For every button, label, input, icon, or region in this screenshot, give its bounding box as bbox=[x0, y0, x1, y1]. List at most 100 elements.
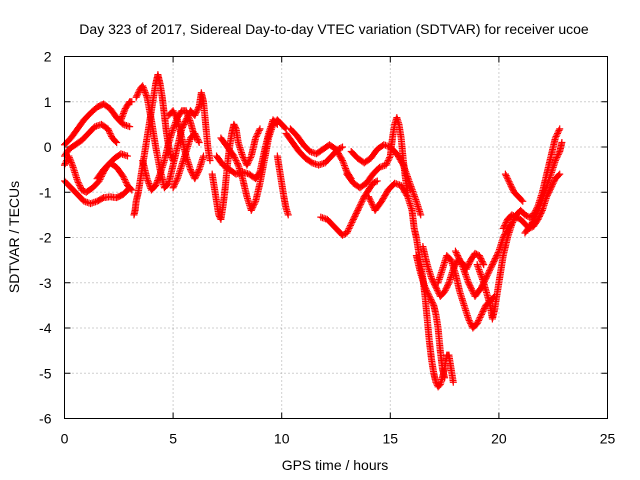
data-point bbox=[442, 285, 450, 293]
data-point bbox=[194, 105, 202, 113]
data-point bbox=[206, 157, 214, 165]
data-point bbox=[466, 282, 474, 290]
data-point bbox=[531, 212, 539, 220]
data-point bbox=[254, 129, 262, 137]
data-point bbox=[344, 226, 352, 234]
data-point bbox=[489, 259, 497, 267]
data-point bbox=[253, 131, 261, 139]
data-point bbox=[122, 178, 130, 186]
data-point bbox=[554, 128, 562, 136]
data-point bbox=[478, 256, 486, 264]
data-point bbox=[528, 218, 536, 226]
data-point bbox=[454, 253, 462, 261]
data-point bbox=[487, 264, 495, 272]
data-point bbox=[194, 167, 202, 175]
data-point bbox=[549, 179, 557, 187]
data-point bbox=[185, 113, 193, 121]
data-point bbox=[155, 172, 163, 180]
data-point bbox=[74, 177, 82, 185]
data-point bbox=[532, 211, 540, 219]
data-point bbox=[530, 215, 538, 223]
data-point bbox=[355, 203, 363, 211]
data-point bbox=[66, 155, 74, 163]
data-point bbox=[428, 298, 436, 306]
data-point bbox=[365, 193, 373, 201]
data-point bbox=[247, 206, 255, 214]
data-point bbox=[426, 294, 434, 302]
data-point bbox=[192, 131, 200, 139]
data-point bbox=[141, 87, 149, 95]
data-point bbox=[443, 282, 451, 290]
data-point bbox=[192, 132, 200, 140]
data-point bbox=[434, 288, 442, 296]
data-point bbox=[121, 175, 129, 183]
data-point bbox=[488, 261, 496, 269]
data-point bbox=[128, 186, 136, 194]
data-point bbox=[182, 107, 190, 115]
data-point bbox=[444, 280, 452, 288]
data-point bbox=[249, 202, 257, 210]
data-point bbox=[183, 110, 191, 118]
data-point bbox=[494, 249, 502, 257]
data-point bbox=[337, 144, 345, 152]
data-point bbox=[284, 211, 292, 219]
data-point bbox=[529, 217, 537, 225]
data-point bbox=[107, 131, 115, 139]
data-point bbox=[493, 250, 501, 258]
data-point bbox=[343, 229, 351, 237]
data-point bbox=[550, 178, 558, 186]
data-point bbox=[485, 268, 493, 276]
data-point bbox=[430, 280, 438, 288]
data-point bbox=[358, 197, 366, 205]
data-point bbox=[173, 176, 181, 184]
data-point bbox=[281, 124, 289, 132]
data-point bbox=[252, 132, 260, 140]
data-point bbox=[505, 178, 513, 186]
data-point bbox=[475, 316, 483, 324]
data-point bbox=[493, 252, 501, 260]
data-point bbox=[239, 154, 247, 162]
data-point bbox=[153, 178, 161, 186]
data-point bbox=[386, 154, 394, 162]
y-tick-label: 1 bbox=[44, 94, 52, 110]
data-point bbox=[232, 157, 240, 165]
data-point bbox=[478, 310, 486, 318]
data-point bbox=[61, 160, 69, 168]
data-point bbox=[192, 172, 200, 180]
data-point bbox=[117, 116, 125, 124]
data-point bbox=[346, 221, 354, 229]
data-point bbox=[422, 285, 430, 293]
chart-title: Day 323 of 2017, Sidereal Day-to-day VTE… bbox=[79, 21, 589, 37]
data-point bbox=[118, 114, 126, 122]
data-point bbox=[200, 152, 208, 160]
data-point bbox=[475, 252, 483, 260]
x-tick-label: 5 bbox=[169, 431, 177, 447]
data-point bbox=[385, 155, 393, 163]
data-point bbox=[186, 166, 194, 174]
data-point bbox=[457, 258, 465, 266]
data-point bbox=[441, 374, 449, 382]
data-point bbox=[548, 181, 556, 189]
x-tick-label: 25 bbox=[600, 431, 616, 447]
x-tick-label: 15 bbox=[383, 431, 399, 447]
data-point bbox=[244, 160, 252, 168]
data-point bbox=[344, 227, 352, 235]
data-point bbox=[417, 211, 425, 219]
data-points bbox=[61, 71, 566, 391]
data-point bbox=[476, 313, 484, 321]
data-point bbox=[467, 319, 475, 327]
data-point bbox=[233, 158, 241, 166]
data-point bbox=[507, 182, 515, 190]
data-point bbox=[352, 209, 360, 217]
data-point bbox=[65, 154, 73, 162]
data-point bbox=[191, 111, 199, 119]
data-point bbox=[484, 270, 492, 278]
data-point bbox=[403, 191, 411, 199]
axis-tick-labels: 0 5 10 15 20 25 -6 -5 -4 -3 -2 -1 0 1 2 bbox=[39, 49, 615, 447]
x-tick-label: 20 bbox=[491, 431, 507, 447]
data-point bbox=[373, 177, 381, 185]
data-point bbox=[372, 178, 380, 186]
data-point bbox=[552, 155, 560, 163]
data-point bbox=[506, 181, 514, 189]
